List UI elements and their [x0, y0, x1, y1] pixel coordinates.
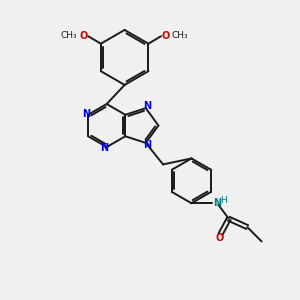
Text: N: N: [214, 198, 222, 208]
Text: H: H: [220, 196, 227, 205]
Text: O: O: [79, 31, 87, 41]
Text: CH₃: CH₃: [61, 31, 77, 40]
Text: CH₃: CH₃: [172, 31, 188, 40]
Text: N: N: [143, 140, 151, 150]
Text: N: N: [82, 109, 90, 118]
Text: N: N: [143, 101, 151, 111]
Text: O: O: [216, 233, 224, 243]
Text: O: O: [162, 31, 170, 41]
Text: N: N: [100, 143, 109, 153]
